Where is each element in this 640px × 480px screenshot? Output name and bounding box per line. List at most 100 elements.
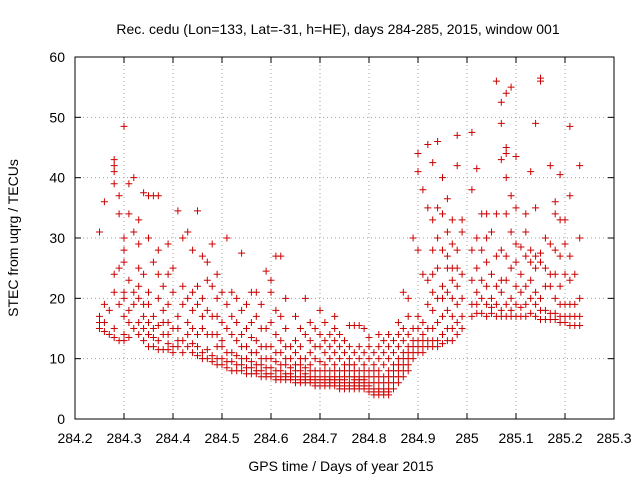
- data-point: [145, 331, 152, 339]
- data-point: [439, 210, 446, 218]
- data-point: [267, 276, 275, 284]
- data-point: [154, 192, 162, 200]
- data-point: [218, 343, 226, 351]
- data-point: [492, 252, 500, 260]
- data-point: [448, 240, 456, 248]
- data-point: [189, 340, 197, 348]
- data-point: [512, 282, 520, 290]
- data-point: [522, 210, 530, 218]
- data-point: [154, 246, 162, 254]
- data-point: [537, 294, 544, 302]
- data-point: [448, 276, 456, 284]
- data-point: [110, 325, 118, 332]
- data-point: [453, 162, 461, 170]
- data-point: [414, 150, 422, 158]
- data-point: [571, 270, 579, 278]
- data-point: [478, 246, 486, 254]
- data-point: [448, 337, 456, 345]
- data-point: [194, 343, 201, 351]
- data-point: [130, 174, 138, 182]
- data-point: [488, 303, 495, 311]
- data-point: [522, 312, 530, 320]
- data-point: [120, 337, 128, 345]
- data-point: [419, 331, 427, 339]
- data-point: [267, 343, 275, 351]
- data-point: [238, 367, 246, 375]
- y-tick-label: 0: [57, 411, 65, 427]
- data-point: [522, 228, 530, 236]
- data-point: [492, 210, 500, 218]
- data-point: [125, 334, 133, 342]
- data-point: [321, 337, 329, 345]
- data-point: [331, 325, 339, 332]
- data-point: [243, 355, 250, 363]
- data-point: [174, 325, 182, 332]
- data-point: [218, 355, 226, 363]
- data-point: [135, 240, 143, 248]
- x-tick-label: 284.6: [253, 430, 288, 446]
- data-point: [179, 234, 187, 242]
- data-point: [561, 240, 569, 248]
- data-point: [292, 337, 299, 345]
- data-point: [546, 282, 554, 290]
- data-point: [301, 355, 309, 363]
- data-point: [164, 346, 172, 354]
- data-point: [576, 321, 584, 329]
- data-point: [316, 306, 324, 314]
- x-tick-label: 285.1: [498, 430, 533, 446]
- data-point: [301, 331, 309, 339]
- x-tick-label: 284.9: [400, 430, 435, 446]
- data-point: [140, 312, 148, 320]
- data-point: [194, 207, 201, 215]
- data-point: [453, 246, 461, 254]
- data-point: [439, 174, 446, 182]
- data-point: [257, 300, 265, 308]
- data-point: [100, 198, 108, 206]
- data-point: [301, 294, 309, 302]
- data-point: [468, 312, 476, 320]
- data-point: [394, 318, 402, 326]
- data-point: [502, 210, 510, 218]
- data-point: [434, 137, 442, 145]
- data-point: [492, 282, 500, 290]
- data-point: [238, 331, 246, 339]
- data-point: [316, 343, 324, 351]
- data-point: [566, 192, 574, 200]
- data-point: [556, 282, 564, 290]
- data-point: [443, 306, 451, 314]
- data-point: [282, 361, 290, 369]
- data-point: [321, 349, 329, 357]
- data-point: [424, 204, 432, 212]
- data-point: [120, 288, 128, 296]
- data-point: [404, 361, 412, 369]
- data-point: [532, 288, 540, 296]
- data-point: [169, 288, 177, 296]
- data-point: [350, 349, 358, 357]
- data-point: [399, 325, 407, 332]
- data-point: [120, 122, 128, 130]
- data-point: [159, 306, 167, 314]
- data-point: [419, 318, 427, 326]
- data-point: [409, 234, 417, 242]
- data-point: [360, 349, 368, 357]
- data-point: [149, 334, 157, 342]
- data-point: [512, 240, 520, 248]
- data-point: [154, 321, 162, 329]
- data-point: [497, 306, 505, 314]
- data-point: [448, 312, 456, 320]
- data-point: [115, 264, 123, 272]
- data-point: [169, 349, 177, 357]
- data-point: [488, 294, 495, 302]
- data-point: [385, 355, 393, 363]
- data-point: [443, 288, 451, 296]
- data-point: [149, 258, 157, 266]
- data-point: [537, 258, 544, 266]
- data-point: [497, 119, 505, 127]
- data-point: [365, 334, 373, 342]
- data-point: [551, 294, 559, 302]
- data-point: [473, 234, 481, 242]
- data-point: [483, 282, 491, 290]
- data-point: [164, 240, 172, 248]
- y-axis-label: STEC from uqrg / TECUs: [5, 159, 21, 317]
- data-point: [497, 288, 505, 296]
